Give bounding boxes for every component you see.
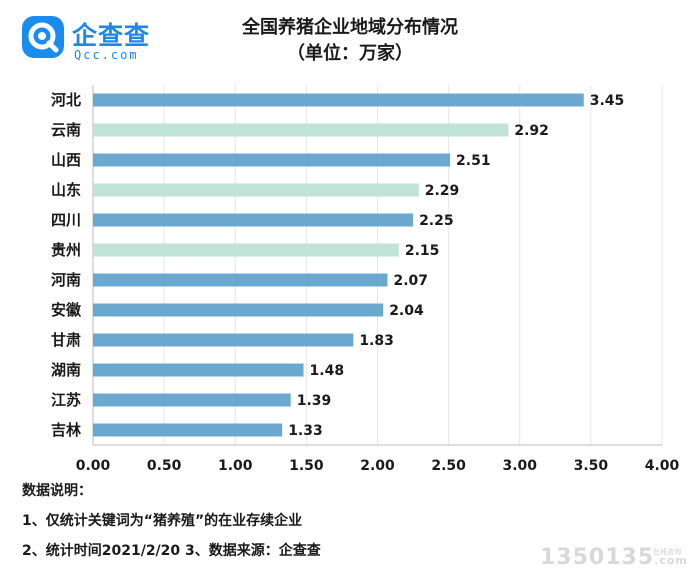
watermark: 1350135.com — [540, 545, 688, 570]
data-label: 2.04 — [389, 303, 424, 319]
bar-4 — [93, 213, 414, 227]
data-label: 2.51 — [456, 153, 491, 169]
chart-title: 全国养猪企业地域分布情况 — [242, 17, 458, 38]
y-tick-label: 云南 — [51, 121, 81, 139]
data-label: 2.15 — [405, 243, 440, 259]
notes-line-2: 2、统计时间2021/2/20 3、数据来源：企查查 — [22, 543, 321, 559]
qcc-logo-icon — [22, 16, 64, 58]
brand-name: 企查查 — [72, 21, 151, 50]
y-tick-label: 贵州 — [51, 241, 81, 259]
bar-3 — [93, 183, 419, 197]
y-tick-label: 山东 — [51, 181, 81, 199]
x-tick-label: 4.00 — [645, 458, 680, 474]
data-label: 3.45 — [590, 93, 625, 109]
y-tick-label: 江苏 — [51, 391, 81, 409]
x-tick-label: 2.00 — [360, 458, 395, 474]
bar-7 — [93, 303, 384, 317]
bar-6 — [93, 273, 388, 287]
brand-logo: 企查查 Qcc.com — [22, 14, 172, 68]
bar-5 — [93, 243, 399, 257]
y-tick-label: 安徽 — [51, 301, 82, 319]
bar-2 — [93, 153, 451, 167]
bar-11 — [93, 423, 283, 437]
data-label: 1.48 — [310, 363, 345, 379]
bar-10 — [93, 393, 291, 407]
y-tick-label: 吉林 — [51, 421, 82, 439]
y-tick-label: 湖南 — [51, 361, 81, 379]
y-tick-label: 河南 — [51, 271, 81, 289]
bar-chart: 0.00 0.50 1.00 1.50 2.00 2.50 3.00 3.50 4.00 河北 3.… — [51, 85, 680, 474]
data-label: 1.39 — [297, 393, 332, 409]
bar-8 — [93, 333, 354, 347]
x-tick-label: 3.50 — [574, 458, 609, 474]
y-tick-label: 山西 — [51, 151, 81, 169]
x-tick-label: 3.00 — [502, 458, 537, 474]
bar-0 — [93, 93, 584, 107]
data-label: 2.92 — [514, 123, 549, 139]
y-tick-label: 甘肃 — [51, 331, 81, 349]
y-tick-label: 河北 — [51, 91, 81, 109]
x-tick-label: 1.50 — [289, 458, 324, 474]
x-tick-label: 1.00 — [218, 458, 253, 474]
data-label: 2.07 — [393, 273, 428, 289]
notes-heading: 数据说明： — [22, 483, 92, 499]
x-tick-label: 2.50 — [431, 458, 466, 474]
data-label: 1.83 — [359, 333, 394, 349]
data-label: 2.25 — [419, 213, 454, 229]
chart-subtitle: （单位：万家） — [287, 43, 413, 64]
watermark-text: 1350135 — [540, 545, 655, 570]
watermark-small-text: 在线咨询 — [653, 548, 681, 556]
y-tick-label: 四川 — [51, 211, 81, 229]
brand-domain: Qcc.com — [74, 48, 139, 62]
bar-1 — [93, 123, 509, 137]
watermark-suffix: .com — [654, 554, 688, 567]
x-tick-label: 0.00 — [76, 458, 111, 474]
notes-line-1: 1、仅统计关键词为“猪养殖”的在业存续企业 — [22, 513, 303, 529]
data-label: 1.33 — [288, 423, 323, 439]
bar-9 — [93, 363, 304, 377]
data-label: 2.29 — [425, 183, 460, 199]
x-tick-label: 0.50 — [147, 458, 182, 474]
